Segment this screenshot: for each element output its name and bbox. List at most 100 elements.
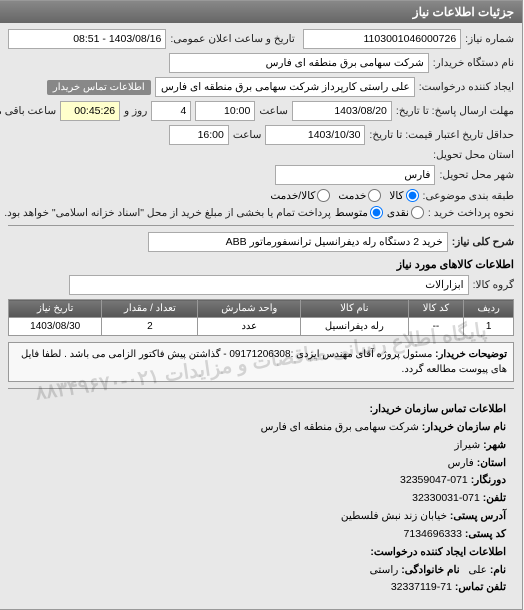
fax-label: دورنگار:: [472, 474, 507, 486]
creator-heading: اطلاعات ایجاد کننده درخواست:: [371, 546, 507, 558]
row-city: شهر محل تحویل:: [9, 165, 515, 185]
request-no-label: شماره نیاز:: [466, 33, 515, 45]
table-row: 1 -- رله دیفرانسیل عدد 2 1403/08/30: [10, 318, 515, 336]
buyer-input[interactable]: [170, 53, 430, 73]
items-table: ردیف کد کالا نام کالا واحد شمارش تعداد /…: [9, 299, 515, 336]
radio-service-input[interactable]: [369, 189, 382, 202]
group-label: طبقه بندی موضوعی:: [424, 190, 515, 202]
tel-label: تلفن:: [484, 492, 507, 504]
panel-title: جزئیات اطلاعات نیاز: [1, 1, 523, 23]
name-value: علی: [469, 564, 488, 576]
row-creator: ایجاد کننده درخواست: اطلاعات تماس خریدار: [9, 77, 515, 97]
divider-2: [9, 388, 515, 389]
payment-label: نحوه پرداخت خرید :: [429, 207, 515, 219]
valid-label: حداقل تاریخ اعتبار قیمت: تا تاریخ:: [370, 129, 515, 141]
items-tbody: 1 -- رله دیفرانسیل عدد 2 1403/08/30: [10, 318, 515, 336]
note-box: توضیحات خریدار: مسئول پروژه آقای مهندس ا…: [9, 342, 515, 382]
desc-label: شرح کلی نیاز:: [453, 236, 515, 248]
col-name: نام کالا: [302, 300, 409, 318]
pay-cash-input[interactable]: [412, 206, 425, 219]
ctel-value: 71-32337119: [392, 581, 453, 593]
row-valid: حداقل تاریخ اعتبار قیمت: تا تاریخ: ساعت: [9, 125, 515, 145]
valid-date-input[interactable]: [266, 125, 366, 145]
row-deadline: مهلت ارسال پاسخ: تا تاریخ: ساعت روز و سا…: [9, 101, 515, 121]
row-item-group: گروه کالا:: [9, 275, 515, 295]
pay-cash[interactable]: نقدی: [388, 206, 425, 219]
cell-row: 1: [465, 318, 515, 336]
col-unit: واحد شمارش: [199, 300, 302, 318]
creator-label: ایجاد کننده درخواست:: [420, 81, 515, 93]
cell-date: 1403/08/30: [10, 318, 103, 336]
radio-kala[interactable]: کالا: [390, 189, 419, 202]
org-label: نام سازمان خریدار:: [423, 421, 507, 433]
group-radios: کالا خدمت کالا/خدمت: [271, 189, 419, 202]
name-label: نام:: [491, 564, 507, 576]
c-state-value: فارس: [449, 457, 475, 469]
post-value: 7134696333: [405, 528, 463, 540]
time-label-1: ساعت: [260, 105, 289, 117]
deadline-label: مهلت ارسال پاسخ: تا تاریخ:: [397, 105, 515, 117]
city-input[interactable]: [276, 165, 436, 185]
deadline-time-input[interactable]: [196, 101, 256, 121]
days-input[interactable]: [152, 101, 192, 121]
addr-label: آدرس پستی:: [451, 510, 507, 522]
items-section-title: اطلاعات کالاهای مورد نیاز: [9, 258, 515, 271]
lname-label: نام خانوادگی:: [402, 564, 460, 576]
col-row: ردیف: [465, 300, 515, 318]
item-group-label: گروه کالا:: [474, 279, 515, 291]
remain-time-input: [61, 101, 121, 121]
state-label: استان محل تحویل:: [434, 149, 515, 161]
divider-1: [9, 225, 515, 226]
post-label: کد پستی:: [466, 528, 507, 540]
contact-link[interactable]: اطلاعات تماس خریدار: [48, 80, 152, 95]
announce-label: تاریخ و ساعت اعلان عمومی:: [171, 33, 295, 45]
radio-kala-input[interactable]: [407, 189, 420, 202]
pay-medium-input[interactable]: [371, 206, 384, 219]
ctel-label: تلفن تماس:: [456, 581, 507, 593]
cell-unit: عدد: [199, 318, 302, 336]
time-label-2: ساعت: [234, 129, 263, 141]
creator-input[interactable]: [156, 77, 416, 97]
col-code: کد کالا: [409, 300, 465, 318]
item-group-input[interactable]: [70, 275, 470, 295]
contact-section: اطلاعات تماس سازمان خریدار: نام سازمان خ…: [9, 395, 515, 603]
col-qty: تعداد / مقدار: [103, 300, 199, 318]
lname-value: راستی: [371, 564, 400, 576]
items-thead: ردیف کد کالا نام کالا واحد شمارش تعداد /…: [10, 300, 515, 318]
org-value: شرکت سهامی برق منطقه ای فارس: [262, 421, 420, 433]
cell-qty: 2: [103, 318, 199, 336]
deadline-date-input[interactable]: [293, 101, 393, 121]
form-body: شماره نیاز: تاریخ و ساعت اعلان عمومی: نا…: [1, 23, 523, 609]
announce-input[interactable]: [9, 29, 167, 49]
row-state: استان محل تحویل:: [9, 149, 515, 161]
row-request-no: شماره نیاز: تاریخ و ساعت اعلان عمومی:: [9, 29, 515, 49]
c-city-label: شهر:: [484, 439, 507, 451]
contact-heading: اطلاعات تماس سازمان خریدار:: [371, 403, 507, 415]
pay-medium[interactable]: متوسط: [336, 206, 384, 219]
buyer-label: نام دستگاه خریدار:: [434, 57, 515, 69]
pay-note: پرداخت تمام یا بخشی از مبلغ خرید از محل …: [5, 207, 332, 219]
cell-code: --: [409, 318, 465, 336]
row-payment: نحوه پرداخت خرید : نقدی متوسط پرداخت تما…: [9, 206, 515, 219]
c-city-value: شیراز: [455, 439, 481, 451]
main-panel: جزئیات اطلاعات نیاز شماره نیاز: تاریخ و …: [0, 0, 524, 610]
items-header-row: ردیف کد کالا نام کالا واحد شمارش تعداد /…: [10, 300, 515, 318]
row-desc: شرح کلی نیاز:: [9, 232, 515, 252]
city-label: شهر محل تحویل:: [440, 169, 515, 181]
request-no-input[interactable]: [304, 29, 462, 49]
row-group: طبقه بندی موضوعی: کالا خدمت کالا/خدمت: [9, 189, 515, 202]
tel-value: 071-32330031: [413, 492, 481, 504]
valid-time-input[interactable]: [170, 125, 230, 145]
c-state-label: استان:: [478, 457, 507, 469]
remain-label: ساعت باقی مانده: [0, 105, 57, 117]
radio-both[interactable]: کالا/خدمت: [271, 189, 331, 202]
fax-value: 071-32359047: [401, 474, 469, 486]
note-label: توضیحات خریدار:: [436, 349, 508, 360]
radio-service[interactable]: خدمت: [339, 189, 382, 202]
desc-input[interactable]: [149, 232, 449, 252]
col-date: تاریخ نیاز: [10, 300, 103, 318]
row-buyer: نام دستگاه خریدار:: [9, 53, 515, 73]
addr-value: خیابان زند نبش فلسطین: [342, 510, 448, 522]
days-label: روز و: [125, 105, 148, 117]
radio-both-input[interactable]: [318, 189, 331, 202]
